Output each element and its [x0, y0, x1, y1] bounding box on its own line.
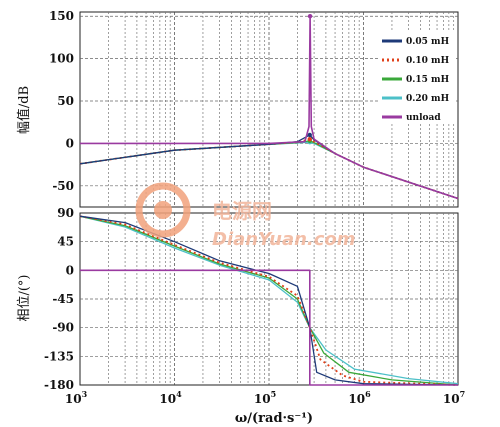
- x-tick-label: 107: [443, 389, 465, 406]
- phase-y-tick-label: 0: [66, 263, 74, 277]
- x-tick-label: 105: [254, 389, 276, 406]
- phase-y-axis-label: 相位/(°): [17, 274, 32, 321]
- watermark-brand-en: DianYuan.com: [212, 229, 356, 250]
- legend-label: unload: [406, 113, 441, 123]
- mag-y-tick-label: 50: [57, 94, 74, 108]
- mag-y-tick-label: -50: [52, 179, 74, 193]
- mag-y-tick-label: 100: [49, 52, 74, 66]
- resonance-peak-marker: [307, 14, 313, 19]
- legend-label: 0.15 mH: [406, 75, 450, 85]
- legend-box: [378, 30, 456, 122]
- resonance-peak-marker: [307, 136, 312, 142]
- series-line-0-15-mh: [79, 215, 459, 386]
- series-line-0-10-mh: [79, 215, 459, 386]
- phase-panel: 90 45 0 -45 -90 -135 -180: [44, 206, 459, 392]
- mag-series: [79, 14, 459, 200]
- watermark-logo: 电源网 DianYuan.com: [135, 182, 356, 250]
- x-tick-label: 104: [159, 389, 182, 406]
- x-tick-label: 106: [348, 389, 371, 406]
- watermark-brand-cn: 电源网: [212, 199, 272, 223]
- x-axis-label: ω/(rad·s⁻¹): [235, 411, 313, 426]
- phase-y-tick-label: -45: [52, 292, 74, 306]
- phase-y-tick-label: 90: [57, 206, 74, 220]
- legend-label: 0.20 mH: [406, 94, 450, 104]
- watermark-plug-icon: [154, 201, 172, 219]
- series-line-unload: [80, 269, 458, 386]
- resonance-peak-marker: [307, 132, 312, 138]
- watermark-ring: [135, 182, 191, 238]
- phase-y-tick-label: -135: [44, 349, 74, 363]
- legend: 0.05 mH 0.10 mH 0.15 mH 0.20 mH unload: [378, 30, 456, 123]
- legend-label: 0.10 mH: [406, 56, 450, 66]
- mag-y-tick-label: 0: [66, 136, 74, 150]
- phase-y-tick-label: -180: [44, 378, 74, 392]
- axis-labels: 103 104 105 106 107 幅值/dB 相位/(°) ω/(rad·s⁻¹): [16, 86, 465, 426]
- series-line-unload: [80, 15, 459, 200]
- magnitude-y-axis-label: 幅值/dB: [16, 86, 32, 134]
- legend-label: 0.05 mH: [406, 37, 450, 47]
- phase-y-tick-label: -90: [52, 321, 74, 335]
- phase-y-tick-label: 45: [57, 235, 74, 249]
- series-line-0-20-mh: [79, 215, 459, 385]
- x-tick-label: 103: [65, 389, 88, 406]
- mag-y-tick-label: 150: [49, 9, 74, 23]
